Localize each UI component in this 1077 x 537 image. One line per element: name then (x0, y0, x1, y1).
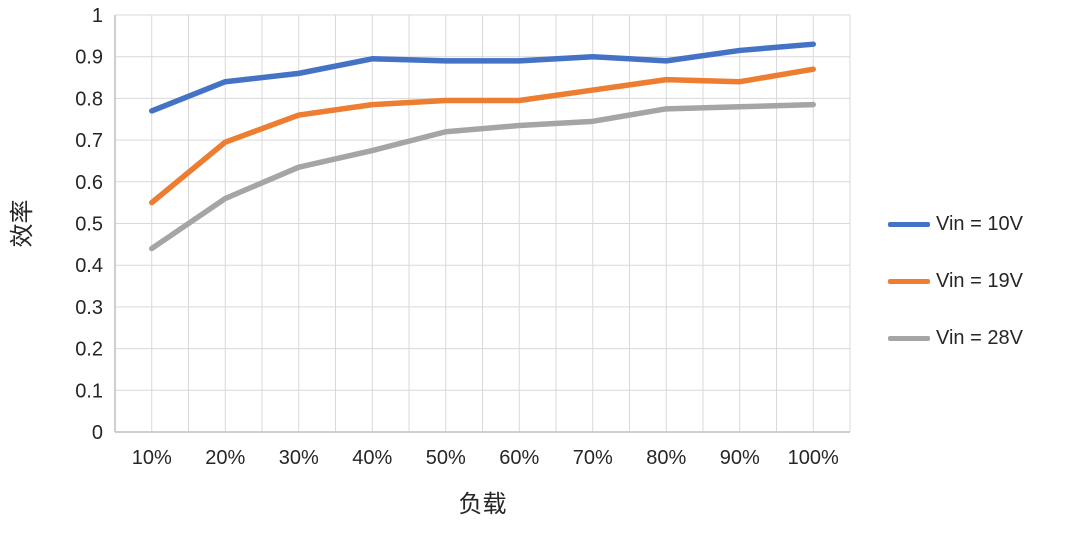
y-tick-label: 0.8 (75, 88, 103, 110)
chart-legend: Vin = 10V Vin = 19V Vin = 28V (888, 212, 1023, 350)
legend-line-swatch (888, 221, 930, 227)
y-tick-label: 0.2 (75, 339, 103, 361)
x-tick-label: 80% (646, 447, 686, 469)
y-tick-label: 0.7 (75, 130, 103, 152)
x-axis-title: 负载 (459, 491, 507, 518)
x-tick-label: 50% (426, 447, 466, 469)
x-tick-label: 20% (205, 447, 245, 469)
series-line-vin-10v (149, 41, 816, 114)
legend-label: Vin = 28V (936, 326, 1023, 349)
x-tick-label: 70% (573, 447, 613, 469)
legend-item: Vin = 19V (888, 269, 1023, 293)
legend-line-swatch (888, 278, 930, 284)
series-line-vin-28v (149, 101, 816, 252)
x-tick-label: 100% (788, 447, 839, 469)
x-tick-label: 10% (132, 447, 172, 469)
y-tick-label: 1 (92, 5, 103, 27)
y-tick-label: 0.1 (75, 380, 103, 402)
legend-line-swatch (888, 335, 930, 341)
y-tick-label: 0.9 (75, 47, 103, 69)
legend-item: Vin = 28V (888, 326, 1023, 350)
y-axis-title: 效率 (9, 200, 36, 248)
x-tick-label: 40% (352, 447, 392, 469)
series-line-vin-19v (149, 66, 816, 206)
x-tick-label: 60% (499, 447, 539, 469)
x-tick-label: 30% (279, 447, 319, 469)
x-tick-label: 90% (720, 447, 760, 469)
y-tick-label: 0.6 (75, 172, 103, 194)
legend-item: Vin = 10V (888, 212, 1023, 236)
y-tick-label: 0.4 (75, 255, 103, 277)
y-tick-label: 0.5 (75, 214, 103, 236)
legend-label: Vin = 10V (936, 212, 1023, 235)
legend-label: Vin = 19V (936, 269, 1023, 292)
y-tick-label: 0.3 (75, 297, 103, 319)
y-tick-label: 0 (92, 422, 103, 444)
